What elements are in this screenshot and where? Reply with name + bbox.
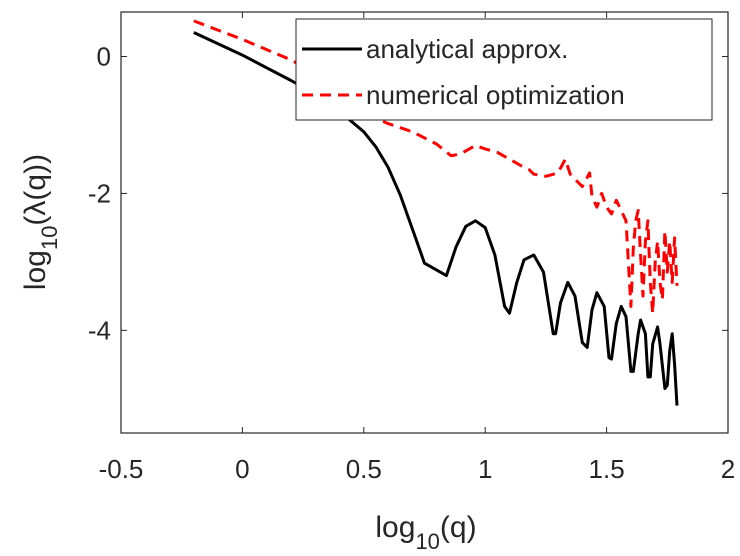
x-axis-label: log10(q) [375, 511, 476, 554]
legend-label-numerical: numerical optimization [366, 80, 625, 110]
legend-label-analytical: analytical approx. [366, 34, 568, 64]
x-tick-label-2: 0.5 [346, 454, 382, 484]
series-layer [193, 19, 679, 406]
x-tick-label-1: 0 [235, 454, 249, 484]
y-tick-label-0: -4 [88, 315, 111, 345]
y-tick-label-2: 0 [97, 41, 111, 71]
series-line-numerical [193, 19, 679, 315]
x-tick-label-3: 1 [478, 454, 492, 484]
x-tick-label-5: 2 [721, 454, 735, 484]
x-tick-label-4: 1.5 [589, 454, 625, 484]
plot-frame [120, 11, 729, 434]
y-tick-label-1: -2 [88, 178, 111, 208]
legend-box [295, 18, 713, 121]
x-tick-label-0: -0.5 [99, 454, 144, 484]
y-axis-label: log10(λ(q)) [19, 154, 62, 290]
series-line-analytical [193, 31, 679, 406]
legend: analytical approx. numerical optimizatio… [295, 18, 713, 121]
tick-layer: -0.5 0 0.5 1 1.5 2 -4 -2 0 [88, 12, 735, 484]
